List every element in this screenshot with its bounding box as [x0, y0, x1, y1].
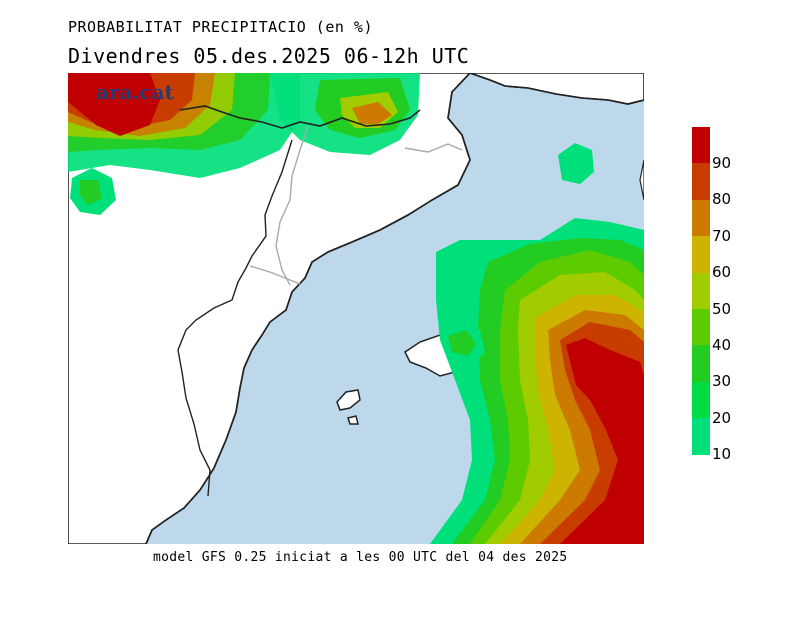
- island-formentera: [347, 415, 359, 425]
- legend-swatch-40: [692, 308, 710, 346]
- legend-color-bar: [692, 127, 710, 455]
- border-regional-valencia: [249, 265, 301, 285]
- border-internal-west: [177, 139, 293, 497]
- legend-swatch-80: [692, 163, 710, 200]
- legend-label-90: 90: [712, 154, 732, 172]
- model-footer: model GFS 0.25 iniciat a les 00 UTC del …: [153, 550, 568, 565]
- legend-swatch-20: [692, 381, 710, 419]
- coastline-france: [469, 73, 644, 105]
- ara-cat-logo: ara.cat: [96, 80, 175, 104]
- border-regional-aragon: [275, 125, 309, 286]
- legend-label-60: 60: [712, 263, 732, 282]
- legend-label-20: 20: [712, 408, 732, 427]
- border-spain-france: [179, 105, 421, 129]
- legend-label-30: 30: [712, 372, 732, 391]
- legend-label-40: 40: [712, 336, 732, 354]
- legend-swatch-10: [692, 418, 710, 455]
- map-subtitle-datetime: Divendres 05.des.2025 06-12h UTC: [68, 44, 470, 68]
- legend-label-10: 10: [712, 445, 732, 464]
- precip-north-sea: [558, 143, 594, 184]
- precip-east-pyrenees: [270, 73, 420, 155]
- coastline: [145, 73, 471, 544]
- legend-label-80: 80: [712, 190, 732, 209]
- legend-swatch-50: [692, 272, 710, 309]
- legend-swatch-90: [692, 127, 710, 164]
- legend-swatch-60: [692, 236, 710, 273]
- legend-swatch-30: [692, 345, 710, 382]
- land-sardinia: [639, 159, 644, 201]
- legend-swatch-70: [692, 199, 710, 237]
- island-ibiza: [336, 389, 361, 411]
- map-title: PROBABILITAT PRECIPITACIO (en %): [68, 18, 373, 36]
- precip-west-blob: [70, 168, 116, 215]
- precip-balearic-sea: [430, 218, 644, 544]
- legend-label-70: 70: [712, 226, 732, 245]
- precip-west-pyrenees: [68, 73, 300, 178]
- precip-mallorca-local: [440, 320, 485, 368]
- border-regional-catalonia: [404, 143, 463, 153]
- legend-label-50: 50: [712, 299, 732, 318]
